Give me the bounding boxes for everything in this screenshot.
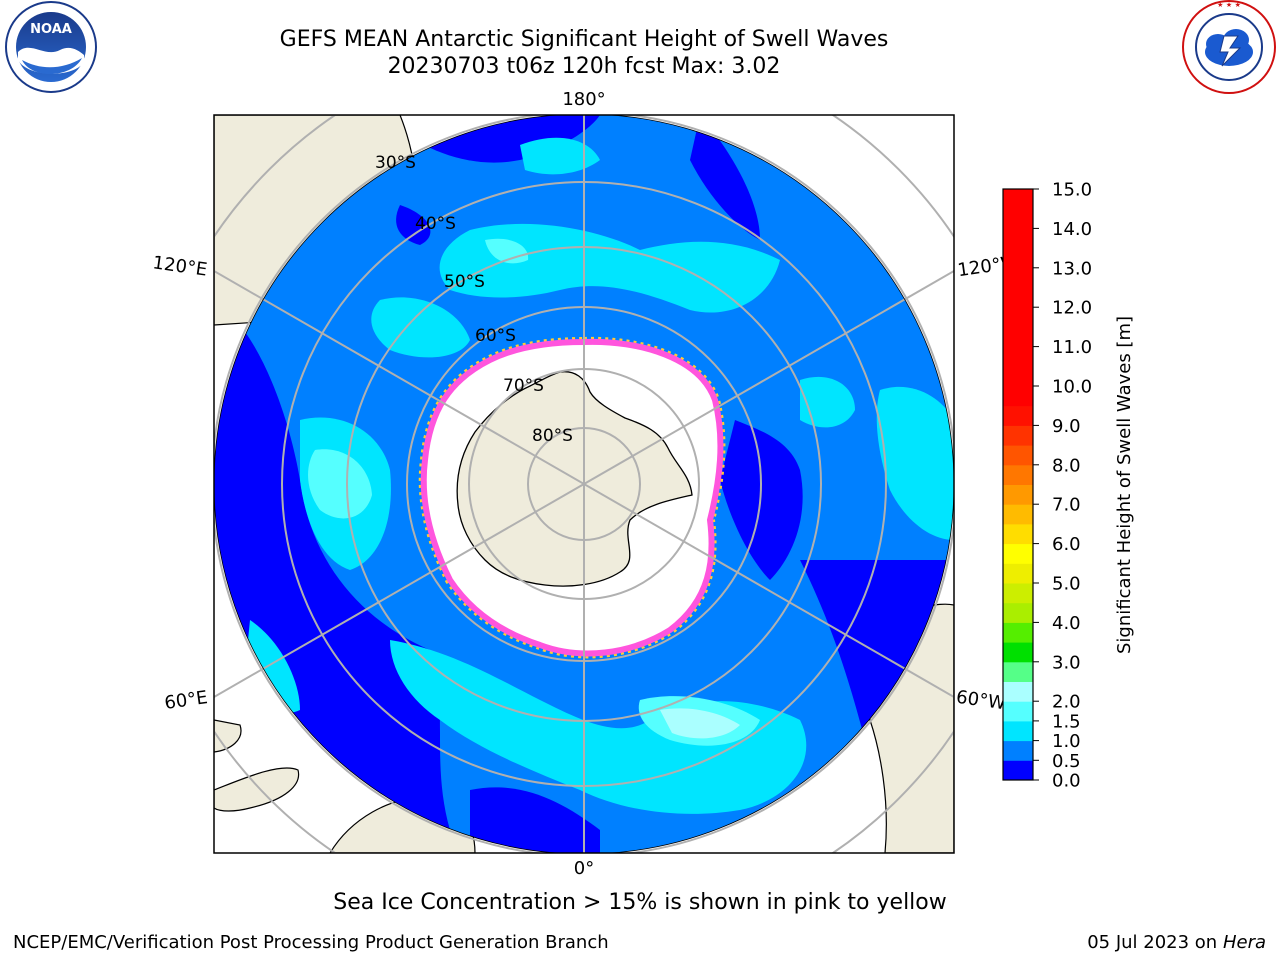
colorbar: 0.00.51.01.52.0 3.0 4.0 5.0 6.0 7.0 8.0 9.0 10.0… bbox=[1002, 180, 1135, 792]
colorbar-tick-label: 5.0 bbox=[1052, 574, 1081, 595]
chart-subtitle: 20230703 t06z 120h fcst Max: 3.02 bbox=[387, 54, 781, 79]
nws-logo: ★ ★ ★ bbox=[1182, 0, 1276, 94]
colorbar-tick-label: 15.0 bbox=[1052, 180, 1092, 201]
date-prefix: 05 Jul 2023 on bbox=[1087, 932, 1223, 953]
noaa-logo: NOAA bbox=[5, 1, 97, 93]
colorbar-swatch bbox=[1003, 523, 1033, 545]
colorbar-swatch bbox=[1003, 326, 1033, 348]
map-frame-border bbox=[213, 114, 955, 854]
colorbar-tick-label: 10.0 bbox=[1052, 377, 1092, 398]
colorbar-swatch bbox=[1003, 248, 1033, 269]
colorbar-swatch bbox=[1003, 425, 1033, 446]
colorbar-swatch bbox=[1003, 346, 1033, 367]
sea-ice-note: Sea Ice Concentration > 15% is shown in … bbox=[333, 890, 947, 915]
credit-text: NCEP/EMC/Verification Post Processing Pr… bbox=[13, 932, 609, 953]
lat-label-30: 30°S bbox=[375, 153, 416, 173]
colorbar-swatches bbox=[1003, 189, 1033, 781]
lat-label-50: 50°S bbox=[444, 272, 485, 292]
colorbar-swatch bbox=[1003, 642, 1033, 663]
colorbar-border bbox=[1002, 188, 1034, 781]
colorbar-swatch bbox=[1003, 681, 1033, 702]
colorbar-swatch bbox=[1003, 622, 1033, 643]
colorbar-swatch bbox=[1003, 543, 1033, 564]
svg-text:★ ★ ★: ★ ★ ★ bbox=[1217, 1, 1241, 9]
colorbar-swatch bbox=[1003, 720, 1033, 742]
colorbar-swatch bbox=[1003, 563, 1033, 584]
lon-label-60e: 60°E bbox=[163, 687, 209, 714]
colorbar-swatch bbox=[1003, 701, 1033, 722]
colorbar-tick-label: 11.0 bbox=[1052, 337, 1092, 358]
lat-label-60: 60°S bbox=[475, 326, 516, 346]
colorbar-tick-label: 13.0 bbox=[1052, 258, 1092, 279]
colorbar-tick-label: 1.5 bbox=[1052, 711, 1081, 732]
colorbar-label: Significant Height of Swell Waves [m] bbox=[1114, 316, 1135, 654]
latitude-labels: 30°S 40°S 50°S 60°S 70°S 80°S bbox=[375, 153, 573, 446]
noaa-logo-text: NOAA bbox=[30, 22, 72, 37]
lat-label-70: 70°S bbox=[503, 376, 544, 396]
colorbar-swatch bbox=[1003, 445, 1033, 466]
colorbar-swatch bbox=[1003, 386, 1033, 407]
lon-label-180: 180° bbox=[562, 89, 605, 110]
colorbar-swatch bbox=[1003, 228, 1033, 249]
colorbar-tick-label: 0.0 bbox=[1052, 771, 1081, 792]
colorbar-ticks: 0.00.51.01.52.0 3.0 4.0 5.0 6.0 7.0 8.0 9.0 10.0… bbox=[1033, 180, 1092, 792]
lon-label-120e: 120°E bbox=[151, 252, 208, 280]
lat-label-40: 40°S bbox=[415, 214, 456, 234]
colorbar-tick-label: 8.0 bbox=[1052, 455, 1081, 476]
colorbar-swatch bbox=[1003, 583, 1033, 604]
colorbar-swatch bbox=[1003, 484, 1033, 505]
colorbar-tick-label: 9.0 bbox=[1052, 416, 1081, 437]
lon-label-60w: 60°W bbox=[955, 687, 1007, 715]
colorbar-tick-label: 3.0 bbox=[1052, 652, 1081, 673]
lon-label-0: 0° bbox=[574, 858, 594, 879]
chart-title: GEFS MEAN Antarctic Significant Height o… bbox=[279, 27, 889, 52]
lat-label-80: 80°S bbox=[532, 426, 573, 446]
colorbar-tick-label: 2.0 bbox=[1052, 692, 1081, 713]
colorbar-swatch bbox=[1003, 661, 1033, 682]
colorbar-swatch bbox=[1003, 405, 1033, 426]
colorbar-swatch bbox=[1003, 307, 1033, 328]
colorbar-swatch bbox=[1003, 602, 1033, 623]
colorbar-tick-label: 7.0 bbox=[1052, 495, 1081, 516]
colorbar-swatch bbox=[1003, 366, 1033, 387]
colorbar-tick-label: 12.0 bbox=[1052, 298, 1092, 319]
colorbar-tick-label: 1.0 bbox=[1052, 731, 1081, 752]
colorbar-tick-label: 6.0 bbox=[1052, 534, 1081, 555]
swell-field bbox=[214, 115, 954, 853]
colorbar-swatch bbox=[1003, 189, 1033, 210]
colorbar-tick-label: 4.0 bbox=[1052, 613, 1081, 634]
colorbar-swatch bbox=[1003, 267, 1033, 288]
colorbar-tick-label: 0.5 bbox=[1052, 751, 1081, 772]
colorbar-swatch bbox=[1003, 760, 1033, 781]
date-host: Hera bbox=[1222, 932, 1266, 953]
colorbar-swatch bbox=[1003, 287, 1033, 308]
colorbar-tick-label: 14.0 bbox=[1052, 219, 1092, 240]
date-stamp: 05 Jul 2023 on Hera bbox=[1087, 932, 1266, 953]
colorbar-swatch bbox=[1003, 740, 1033, 761]
colorbar-swatch bbox=[1003, 464, 1033, 485]
colorbar-swatch bbox=[1003, 504, 1033, 525]
colorbar-swatch bbox=[1003, 208, 1033, 229]
graticule bbox=[214, 115, 954, 853]
